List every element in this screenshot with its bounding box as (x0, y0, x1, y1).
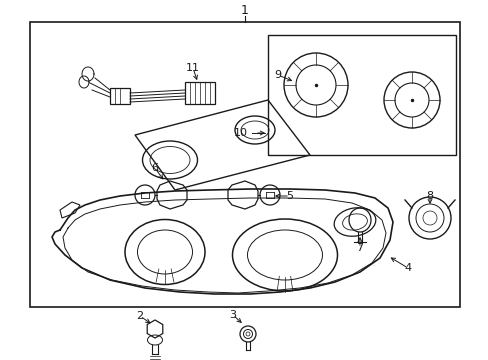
Text: 3: 3 (229, 310, 236, 320)
Text: 4: 4 (404, 263, 411, 273)
Text: 5: 5 (286, 191, 293, 201)
Bar (184, 82, 215, 104)
Text: 1: 1 (241, 4, 248, 17)
Text: 8: 8 (426, 191, 433, 201)
Bar (30, 22, 459, 307)
Text: 6: 6 (151, 163, 158, 173)
Bar (267, 35, 455, 155)
Text: 7: 7 (356, 243, 363, 253)
Text: 10: 10 (234, 128, 247, 138)
Bar (110, 88, 130, 104)
Text: 9: 9 (274, 70, 281, 80)
Text: 11: 11 (185, 63, 200, 73)
Text: 2: 2 (136, 311, 143, 321)
